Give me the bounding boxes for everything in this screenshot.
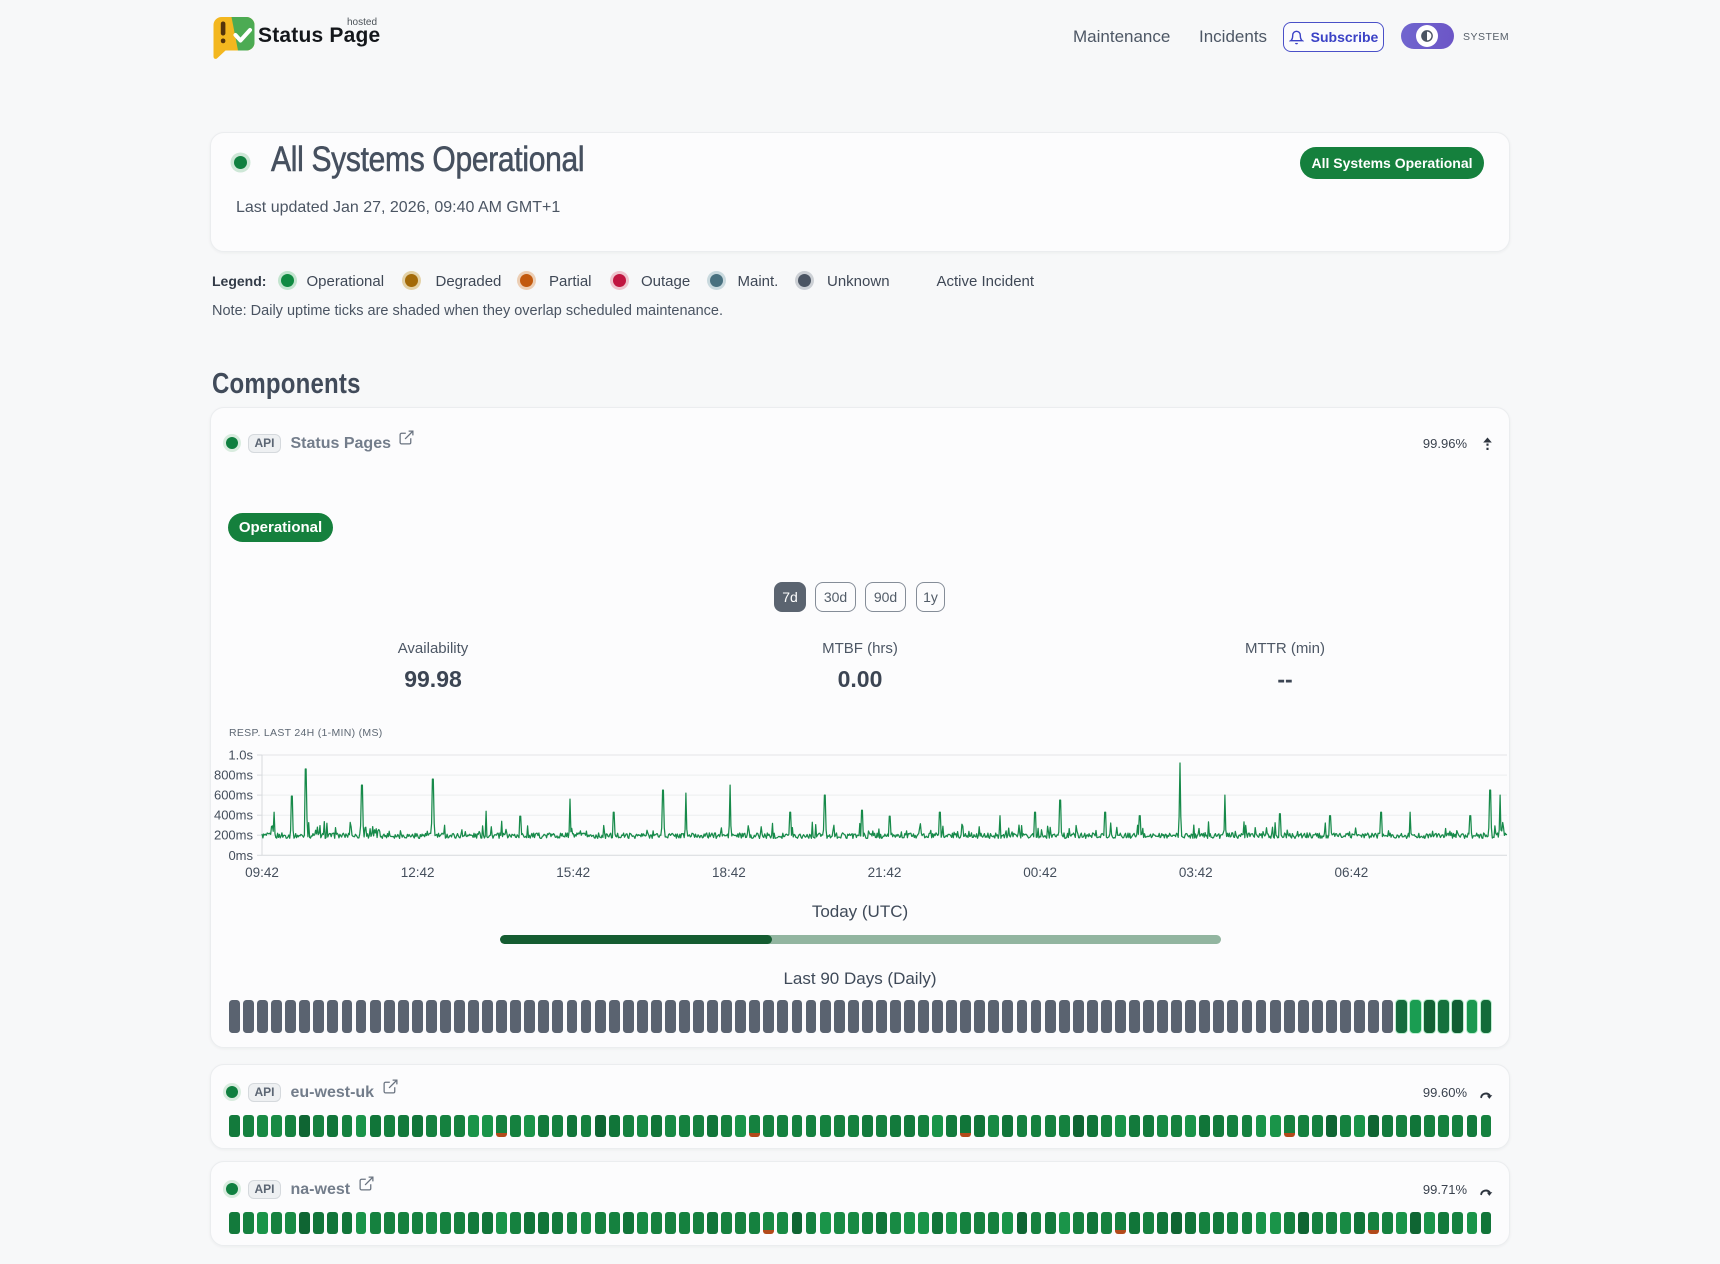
svg-text:09:42: 09:42 xyxy=(245,865,279,880)
svg-text:1.0s: 1.0s xyxy=(228,748,253,763)
svg-text:00:42: 00:42 xyxy=(1023,865,1057,880)
svg-text:800ms: 800ms xyxy=(214,768,254,783)
svg-text:400ms: 400ms xyxy=(214,808,254,823)
svg-text:0ms: 0ms xyxy=(228,848,253,863)
svg-text:06:42: 06:42 xyxy=(1335,865,1369,880)
svg-text:18:42: 18:42 xyxy=(712,865,746,880)
svg-text:200ms: 200ms xyxy=(214,828,254,843)
svg-text:03:42: 03:42 xyxy=(1179,865,1213,880)
svg-text:600ms: 600ms xyxy=(214,788,254,803)
svg-text:21:42: 21:42 xyxy=(868,865,902,880)
svg-text:15:42: 15:42 xyxy=(556,865,590,880)
svg-text:12:42: 12:42 xyxy=(401,865,435,880)
